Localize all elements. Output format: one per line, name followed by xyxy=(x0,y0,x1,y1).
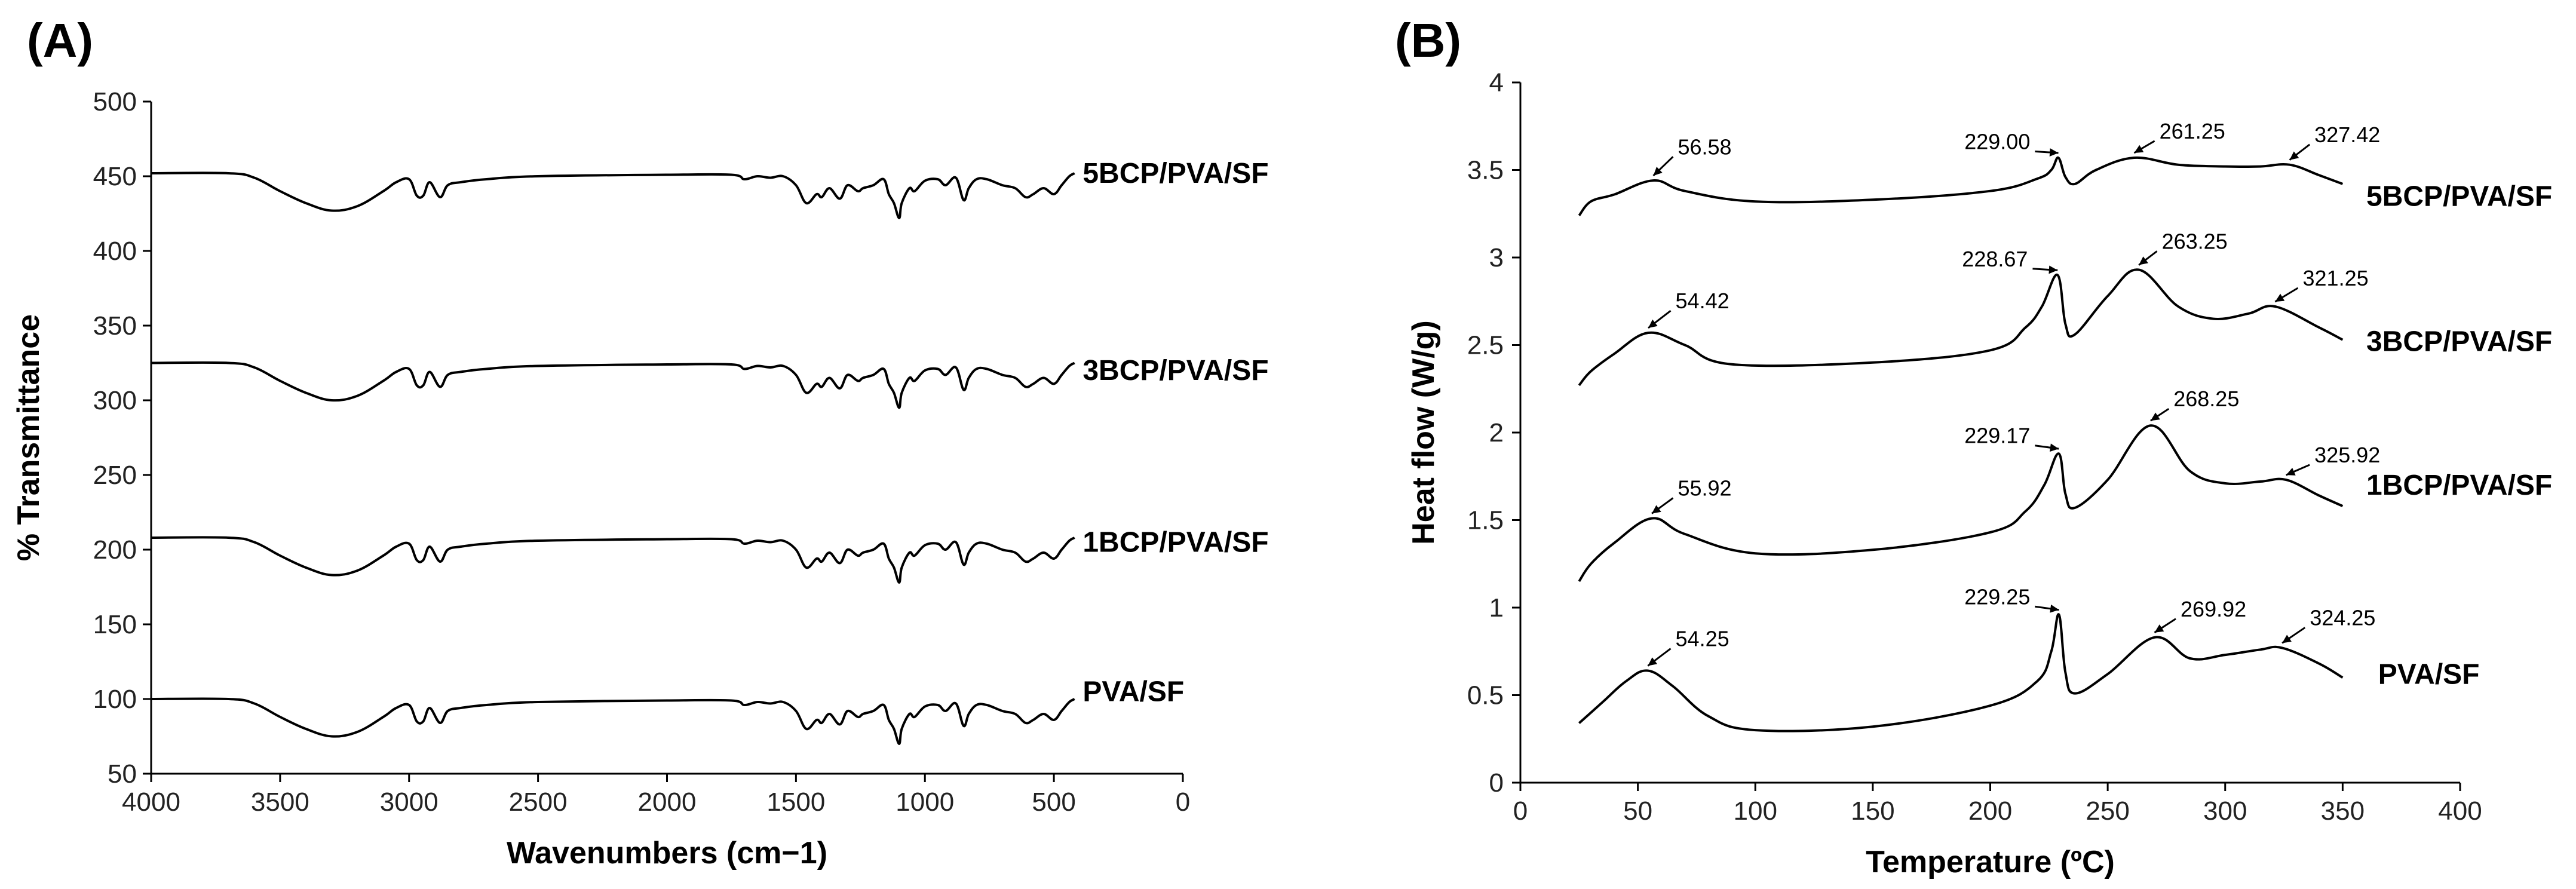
panel-b-peak-label: 54.25 xyxy=(1676,627,1729,651)
panel-b-peak-label: 324.25 xyxy=(2310,605,2375,630)
panel-a-series-line xyxy=(151,361,1075,409)
panel-b-peak-arrowhead xyxy=(2139,256,2148,265)
panel-b-x-tick-label: 400 xyxy=(2438,796,2482,826)
panel-b-curves: 5BCP/PVA/SF 56.58 229.00 261.25 327.42 3BCP/P… xyxy=(1578,119,2552,732)
panel-b-peak-arrowhead xyxy=(2289,151,2299,160)
panel-b-peak-label: 321.25 xyxy=(2303,266,2369,290)
panel-b-y-tick-label: 2.5 xyxy=(1467,331,1504,360)
panel-a-x-tick-label: 2500 xyxy=(509,787,568,817)
panel-b-x-tick-label: 150 xyxy=(1851,796,1894,826)
panel-b-peak-label: 229.25 xyxy=(1964,584,2030,609)
panel-a-x-tick-label: 3500 xyxy=(251,787,309,817)
panel-a-series-label: 3BCP/PVA/SF xyxy=(1082,355,1268,387)
panel-b-x-axis-title: Temperature (ºC) xyxy=(1866,845,2115,879)
panel-a-x-tick-label: 1500 xyxy=(766,787,825,817)
panel-b-peak-label: 228.67 xyxy=(1962,247,2028,271)
panel-b-peak-arrowhead xyxy=(2048,265,2058,274)
panel-a-x-tick-label: 0 xyxy=(1176,787,1190,817)
panel-b-peak-arrowhead xyxy=(1653,167,1663,176)
panel-b-x-tick-label: 50 xyxy=(1623,796,1652,826)
panel-b-peak-label: 325.92 xyxy=(2314,443,2380,467)
panel-b-x-tick-label: 350 xyxy=(2321,796,2365,826)
panel-b-peak-label: 261.25 xyxy=(2160,119,2225,143)
panel-a-x-tick-label: 3000 xyxy=(380,787,438,817)
panel-b-y-tick-label: 1 xyxy=(1489,593,1504,623)
panel-b-peak-arrowhead xyxy=(2050,604,2059,613)
panel-b-peak-label: 327.42 xyxy=(2314,122,2380,147)
panel-a-series-line xyxy=(151,171,1075,219)
panel-b-peak-arrowhead xyxy=(2275,293,2285,302)
panel-b-y-axis-title: Heat flow (W/g) xyxy=(1406,320,1441,545)
panel-b-peak-label: 269.92 xyxy=(2181,597,2246,621)
panel-a-label: (A) xyxy=(27,14,93,67)
panel-a-curves: 5BCP/PVA/SF 3BCP/PVA/SF 1BCP/PVA/SF PVA/SF xyxy=(151,158,1269,745)
panel-b-series-line xyxy=(1578,424,2344,583)
panel-b-series-line xyxy=(1578,613,2344,732)
panel-b-peak-label: 229.17 xyxy=(1964,424,2030,448)
panel-b-y-tick-label: 2 xyxy=(1489,418,1504,447)
panel-a-y-tick-label: 200 xyxy=(93,535,137,565)
panel-b-peak-arrowhead xyxy=(2150,412,2160,421)
panel-a-y-tick-label: 350 xyxy=(93,311,137,341)
panel-b-peak-arrowhead xyxy=(1648,657,1658,666)
panel-b-series-label: 3BCP/PVA/SF xyxy=(2366,326,2552,358)
panel-b-peak-arrowhead xyxy=(2049,443,2059,452)
panel-a-x-tick-label: 4000 xyxy=(122,787,180,817)
panel-b-peak-label: 229.00 xyxy=(1964,129,2030,154)
panel-b-y-tick-label: 1.5 xyxy=(1467,506,1504,535)
panel-b-x-tick-label: 100 xyxy=(1734,796,1777,826)
panel-a-y-tick-label: 50 xyxy=(108,759,137,789)
panel-a-series-line xyxy=(151,697,1075,745)
panel-b-y-tick-label: 0.5 xyxy=(1467,681,1504,710)
panel-b-y-tick-label: 0 xyxy=(1489,768,1504,798)
panel-b-x-tick-label: 0 xyxy=(1513,796,1528,826)
panel-b-dsc-chart: (B) 0 0.5 1 1.5 2 2.5 3 3.5 4 0 50 100 150 200 250 300 3… xyxy=(1395,14,2552,879)
panel-a-y-tick-label: 450 xyxy=(93,162,137,191)
panel-b-peak-label: 263.25 xyxy=(2162,229,2228,253)
panel-b-peak-label: 55.92 xyxy=(1678,476,1731,501)
panel-b-x-tick-label: 250 xyxy=(2086,796,2129,826)
panel-a-y-tick-label: 150 xyxy=(93,610,137,639)
panel-a-series-label: 1BCP/PVA/SF xyxy=(1082,527,1268,559)
panel-a-y-tick-label: 400 xyxy=(93,237,137,266)
panel-b-series-label: PVA/SF xyxy=(2378,658,2480,690)
panel-b-peak-arrowhead xyxy=(1651,505,1661,514)
panel-b-peak-label: 268.25 xyxy=(2173,387,2239,411)
panel-a-x-tick-label: 500 xyxy=(1032,787,1075,817)
panel-b-series-line xyxy=(1578,268,2344,387)
panel-a-y-tick-label: 300 xyxy=(93,386,137,415)
panel-a-y-axis-title: % Transmittance xyxy=(11,314,46,561)
panel-b-peak-arrowhead xyxy=(2049,148,2059,157)
panel-a-series-label: PVA/SF xyxy=(1082,676,1184,708)
panel-b-y-tick-label: 3.5 xyxy=(1467,156,1504,185)
panel-a-x-tick-label: 1000 xyxy=(896,787,954,817)
panel-b-peak-label: 56.58 xyxy=(1678,134,1731,159)
panel-b-label: (B) xyxy=(1395,14,1461,67)
panel-b-y-tick-label: 4 xyxy=(1489,68,1504,97)
panel-b-peak-arrowhead xyxy=(2134,145,2144,153)
panel-b-series-label: 1BCP/PVA/SF xyxy=(2366,470,2552,501)
panel-b-series-label: 5BCP/PVA/SF xyxy=(2366,180,2552,212)
panel-a-series-line xyxy=(151,536,1075,584)
panel-a-y-tick-label: 500 xyxy=(93,87,137,117)
panel-a-y-tick-label: 250 xyxy=(93,461,137,490)
panel-b-x-tick-label: 300 xyxy=(2203,796,2247,826)
panel-b-peak-arrowhead xyxy=(2282,634,2292,643)
panel-b-y-tick-label: 3 xyxy=(1489,243,1504,272)
panel-b-peak-label: 54.42 xyxy=(1676,289,1729,313)
panel-a-ticks: 50 100 150 200 250 300 350 400 450 500 4000 3500 300… xyxy=(93,87,1191,817)
panel-a-ftir-chart: (A) 50 100 150 200 250 300 350 400 450 500 4000 350… xyxy=(11,14,1269,870)
panel-a-y-tick-label: 100 xyxy=(93,685,137,714)
panel-b-peak-arrowhead xyxy=(2286,467,2296,476)
panel-a-series-label: 5BCP/PVA/SF xyxy=(1082,158,1268,189)
panel-b-x-tick-label: 200 xyxy=(1968,796,2012,826)
panel-a-x-tick-label: 2000 xyxy=(638,787,697,817)
panel-a-x-axis-title: Wavenumbers (cm−1) xyxy=(507,836,827,870)
panel-b-series-line xyxy=(1578,156,2344,217)
panel-b-peak-arrowhead xyxy=(1648,319,1658,328)
panel-b-peak-arrowhead xyxy=(2154,624,2164,633)
panel-b-ticks: 0 0.5 1 1.5 2 2.5 3 3.5 4 0 50 100 150 200 250 300 350 40… xyxy=(1467,68,2482,826)
